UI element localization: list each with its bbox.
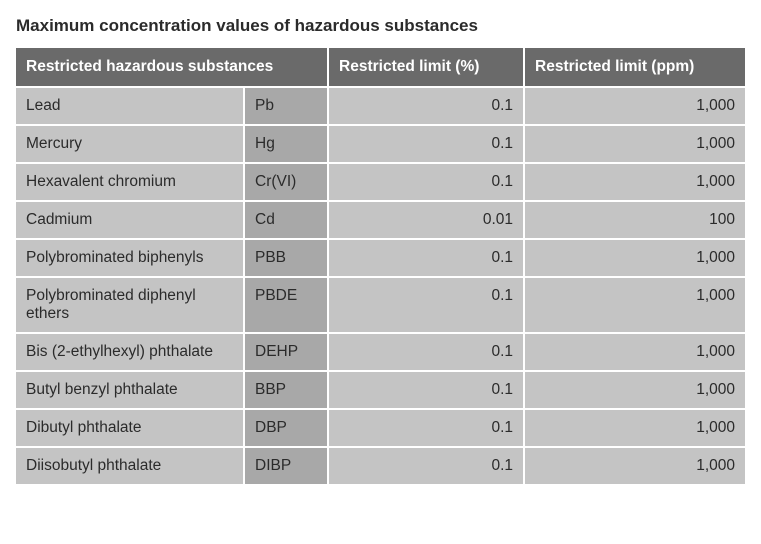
cell-substance-symbol: DIBP: [244, 447, 328, 485]
cell-limit-ppm: 1,000: [524, 447, 745, 485]
page-title: Maximum concentration values of hazardou…: [16, 16, 745, 36]
table-row: Bis (2-ethylhexyl) phthalateDEHP0.11,000: [16, 333, 745, 371]
cell-substance-name: Polybrominated diphenyl ethers: [16, 277, 244, 333]
cell-substance-name: Mercury: [16, 125, 244, 163]
cell-substance-name: Dibutyl phthalate: [16, 409, 244, 447]
table-row: CadmiumCd0.01100: [16, 201, 745, 239]
cell-limit-pct: 0.1: [328, 409, 524, 447]
col-header-substances: Restricted hazardous substances: [16, 48, 328, 87]
cell-substance-name: Butyl benzyl phthalate: [16, 371, 244, 409]
cell-substance-symbol: PBB: [244, 239, 328, 277]
col-header-limit-ppm: Restricted limit (ppm): [524, 48, 745, 87]
table-header-row: Restricted hazardous substances Restrict…: [16, 48, 745, 87]
cell-limit-ppm: 1,000: [524, 87, 745, 125]
cell-limit-pct: 0.1: [328, 333, 524, 371]
cell-substance-symbol: Hg: [244, 125, 328, 163]
hazardous-substances-table: Restricted hazardous substances Restrict…: [16, 48, 745, 486]
table-row: Polybrominated diphenyl ethersPBDE0.11,0…: [16, 277, 745, 333]
cell-limit-ppm: 1,000: [524, 409, 745, 447]
cell-substance-name: Bis (2-ethylhexyl) phthalate: [16, 333, 244, 371]
cell-substance-name: Polybrominated biphenyls: [16, 239, 244, 277]
table-row: Polybrominated biphenylsPBB0.11,000: [16, 239, 745, 277]
cell-limit-pct: 0.1: [328, 239, 524, 277]
cell-substance-name: Diisobutyl phthalate: [16, 447, 244, 485]
cell-limit-ppm: 1,000: [524, 371, 745, 409]
cell-substance-name: Lead: [16, 87, 244, 125]
cell-limit-pct: 0.1: [328, 163, 524, 201]
cell-limit-pct: 0.01: [328, 201, 524, 239]
cell-substance-name: Cadmium: [16, 201, 244, 239]
cell-limit-pct: 0.1: [328, 371, 524, 409]
cell-limit-pct: 0.1: [328, 447, 524, 485]
table-row: Dibutyl phthalateDBP0.11,000: [16, 409, 745, 447]
table-row: Butyl benzyl phthalateBBP0.11,000: [16, 371, 745, 409]
table-row: LeadPb0.11,000: [16, 87, 745, 125]
table-row: MercuryHg0.11,000: [16, 125, 745, 163]
table-body: LeadPb0.11,000MercuryHg0.11,000Hexavalen…: [16, 87, 745, 485]
cell-substance-symbol: DBP: [244, 409, 328, 447]
cell-limit-ppm: 1,000: [524, 125, 745, 163]
cell-substance-symbol: PBDE: [244, 277, 328, 333]
cell-limit-ppm: 100: [524, 201, 745, 239]
cell-substance-symbol: BBP: [244, 371, 328, 409]
cell-substance-symbol: Cd: [244, 201, 328, 239]
cell-limit-ppm: 1,000: [524, 163, 745, 201]
cell-limit-pct: 0.1: [328, 87, 524, 125]
cell-limit-pct: 0.1: [328, 125, 524, 163]
cell-limit-pct: 0.1: [328, 277, 524, 333]
table-row: Hexavalent chromiumCr(VI)0.11,000: [16, 163, 745, 201]
cell-substance-name: Hexavalent chromium: [16, 163, 244, 201]
table-row: Diisobutyl phthalateDIBP0.11,000: [16, 447, 745, 485]
cell-substance-symbol: DEHP: [244, 333, 328, 371]
col-header-limit-pct: Restricted limit (%): [328, 48, 524, 87]
cell-limit-ppm: 1,000: [524, 277, 745, 333]
cell-substance-symbol: Pb: [244, 87, 328, 125]
cell-limit-ppm: 1,000: [524, 239, 745, 277]
cell-substance-symbol: Cr(VI): [244, 163, 328, 201]
cell-limit-ppm: 1,000: [524, 333, 745, 371]
